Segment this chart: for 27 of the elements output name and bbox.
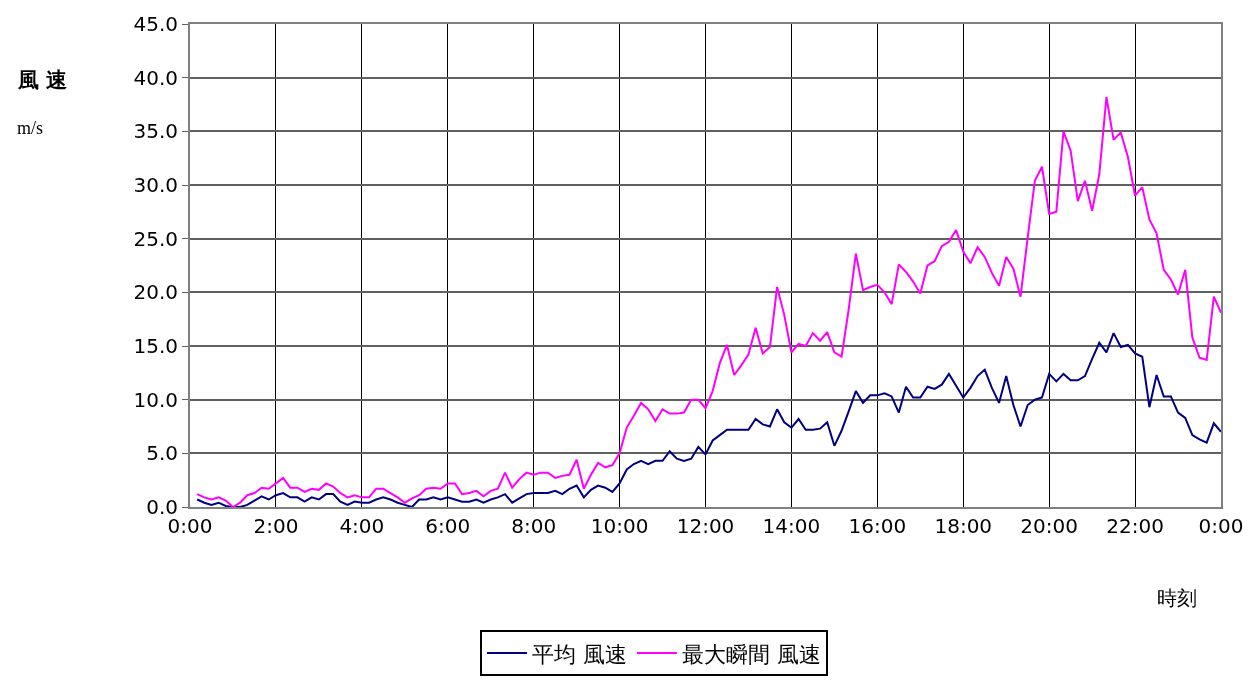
y-tick-label: 15.0 <box>133 334 178 358</box>
x-tick-label: 6:00 <box>425 514 471 538</box>
x-tick-label: 10:00 <box>590 514 649 538</box>
legend-label: 平均 風速 <box>531 641 627 667</box>
x-axis-title: 時刻 <box>1157 586 1197 610</box>
y-tick-label: 25.0 <box>133 226 178 251</box>
x-tick-label: 22:00 <box>1106 514 1164 538</box>
text: 風 速 m/s <box>17 68 68 138</box>
line-series <box>196 332 1221 507</box>
line-series <box>196 95 1221 507</box>
y-tick-label: 5.0 <box>146 441 178 466</box>
y-tick-label: 35.0 <box>133 119 178 144</box>
x-tick-label: 8:00 <box>511 514 557 538</box>
legend-label: 最大瞬間 風速 <box>681 641 821 667</box>
y-tick-label: 20.0 <box>133 280 178 305</box>
x-tick-label: 4:00 <box>339 514 385 538</box>
x-tick-label: 16:00 <box>848 514 907 538</box>
x-tick-label: 18:00 <box>934 514 993 538</box>
y-tick-label: 45.0 <box>133 12 178 36</box>
y-tick-label: 40.0 <box>133 65 178 90</box>
x-tick-label: 12:00 <box>676 514 735 538</box>
x-tick-label: 0:00 <box>1198 514 1244 538</box>
y-tick-label: 30.0 <box>133 173 178 197</box>
x-tick-label: 14:00 <box>762 514 821 538</box>
x-tick-label: 2:00 <box>253 514 299 538</box>
y-tick-label: 10.0 <box>133 387 178 412</box>
x-tick-label: 20:00 <box>1020 514 1078 538</box>
